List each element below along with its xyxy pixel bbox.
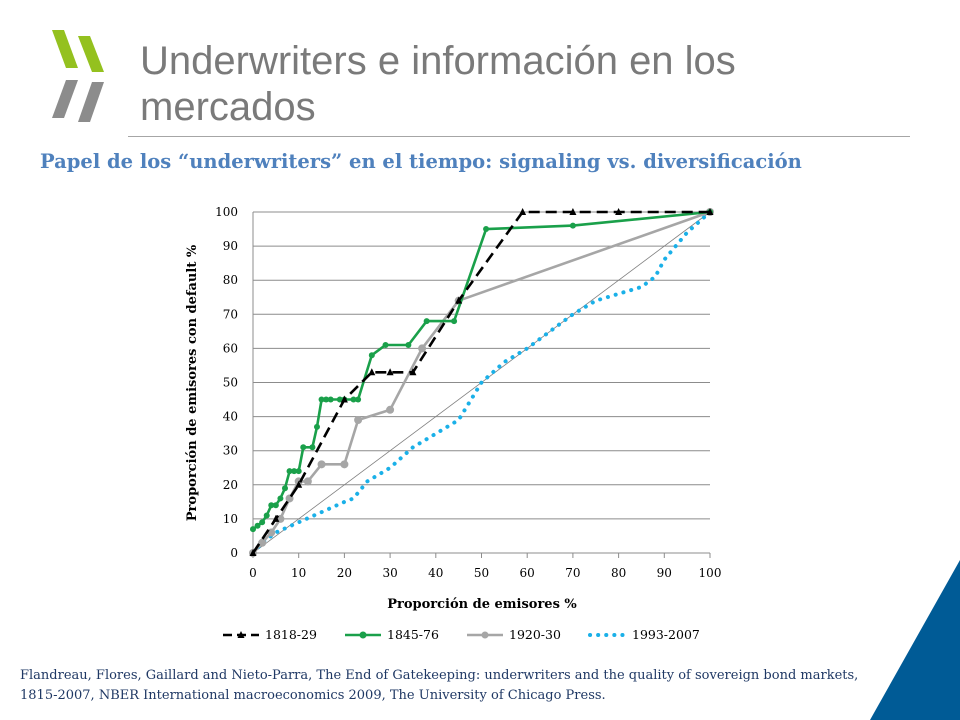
data-point <box>281 485 288 492</box>
x-tick-label: 0 <box>249 566 257 580</box>
slide-subtitle: Papel de los “underwriters” en el tiempo… <box>40 150 802 173</box>
data-point <box>291 468 298 475</box>
legend-label: 1845-76 <box>387 627 439 642</box>
x-axis-title: Proporción de emisores % <box>387 597 577 612</box>
data-point <box>423 318 430 325</box>
series-line <box>252 210 711 531</box>
data-point <box>340 460 349 469</box>
data-point <box>336 396 343 403</box>
x-tick-label: 60 <box>520 566 535 580</box>
x-tick-label: 20 <box>337 566 352 580</box>
data-point <box>386 368 394 376</box>
x-tick-label: 70 <box>565 566 580 580</box>
data-point <box>295 480 303 488</box>
data-point <box>249 549 257 556</box>
legend-marker <box>359 631 367 639</box>
data-point <box>386 405 395 414</box>
data-point <box>483 226 490 233</box>
data-point <box>295 468 302 475</box>
data-point <box>340 395 348 403</box>
data-point <box>318 396 325 403</box>
x-tick-label: 50 <box>474 566 489 580</box>
data-point <box>303 477 312 486</box>
data-point <box>258 538 267 547</box>
x-axis-ticks: 0 10 20 30 40 50 60 70 80 90 100 <box>249 553 721 580</box>
data-point <box>327 396 334 403</box>
x-tick-label: 10 <box>291 566 306 580</box>
x-tick-label: 40 <box>428 566 443 580</box>
data-point <box>569 222 576 229</box>
x-tick-label: 80 <box>611 566 626 580</box>
data-point <box>706 208 714 215</box>
legend-item-1818-29: 1818-29 <box>223 627 317 642</box>
line-chart: 0 10 20 30 40 50 60 70 80 90 100 0 10 20 30 40 50 60 70 80… <box>185 205 721 642</box>
data-point <box>272 514 280 522</box>
y-tick-label: 70 <box>223 307 238 321</box>
legend-marker <box>481 631 489 639</box>
y-tick-label: 10 <box>223 512 238 526</box>
data-point <box>382 341 389 348</box>
data-point <box>300 444 307 451</box>
data-point <box>263 512 270 519</box>
data-point <box>277 495 284 502</box>
data-point <box>569 208 577 215</box>
data-point <box>354 416 363 425</box>
y-tick-label: 20 <box>223 478 238 492</box>
data-point <box>286 468 293 475</box>
data-point <box>254 522 261 529</box>
data-point <box>268 502 275 509</box>
y-tick-label: 40 <box>223 410 238 424</box>
legend-item-1993-2007: 1993-2007 <box>588 627 700 642</box>
data-point <box>259 519 266 526</box>
data-point <box>368 352 375 359</box>
data-point <box>418 344 427 353</box>
legend-label: 1818-29 <box>265 627 317 642</box>
y-tick-label: 60 <box>223 341 238 355</box>
data-point <box>250 526 256 533</box>
corner-decoration <box>870 560 960 720</box>
slide-title: Underwriters e información en los mercad… <box>140 39 736 129</box>
y-tick-label: 80 <box>223 273 238 287</box>
series-line <box>251 210 710 554</box>
x-tick-label: 90 <box>657 566 672 580</box>
y-axis-ticks: 0 10 20 30 40 50 60 70 80 90 100 <box>215 205 238 560</box>
series-group <box>249 208 714 557</box>
data-point <box>355 396 362 403</box>
data-point <box>519 208 527 215</box>
y-axis-title: Proporción de emisores con default % <box>185 244 200 521</box>
data-point <box>409 368 417 376</box>
y-tick-label: 0 <box>230 546 238 560</box>
legend-label: 1920-30 <box>509 627 561 642</box>
y-tick-label: 90 <box>223 239 238 253</box>
data-point <box>615 208 623 215</box>
data-point <box>350 396 357 403</box>
legend: 1818-29 1845-76 1920-30 1993-2007 <box>223 627 700 642</box>
series-1845-76 <box>250 209 713 533</box>
data-point <box>455 296 463 304</box>
data-point <box>323 396 330 403</box>
series-1818-29 <box>249 208 714 556</box>
data-point <box>309 444 316 451</box>
y-tick-label: 30 <box>223 444 238 458</box>
data-point <box>451 318 458 325</box>
legend-item-1845-76: 1845-76 <box>345 627 439 642</box>
x-tick-label: 30 <box>382 566 397 580</box>
data-point <box>405 341 412 348</box>
data-point <box>313 423 320 430</box>
x-tick-label: 100 <box>699 566 722 580</box>
data-point <box>272 502 279 509</box>
source-citation: Flandreau, Flores, Gaillard and Nieto-Pa… <box>20 668 859 703</box>
y-tick-label: 50 <box>223 376 238 390</box>
title-divider <box>128 136 910 137</box>
legend-item-1920-30: 1920-30 <box>467 627 561 642</box>
data-point <box>317 460 326 469</box>
legend-label: 1993-2007 <box>632 627 700 642</box>
data-point <box>368 368 376 376</box>
oecd-logo <box>52 30 104 122</box>
y-tick-label: 100 <box>215 205 238 219</box>
legend-marker <box>237 631 245 638</box>
